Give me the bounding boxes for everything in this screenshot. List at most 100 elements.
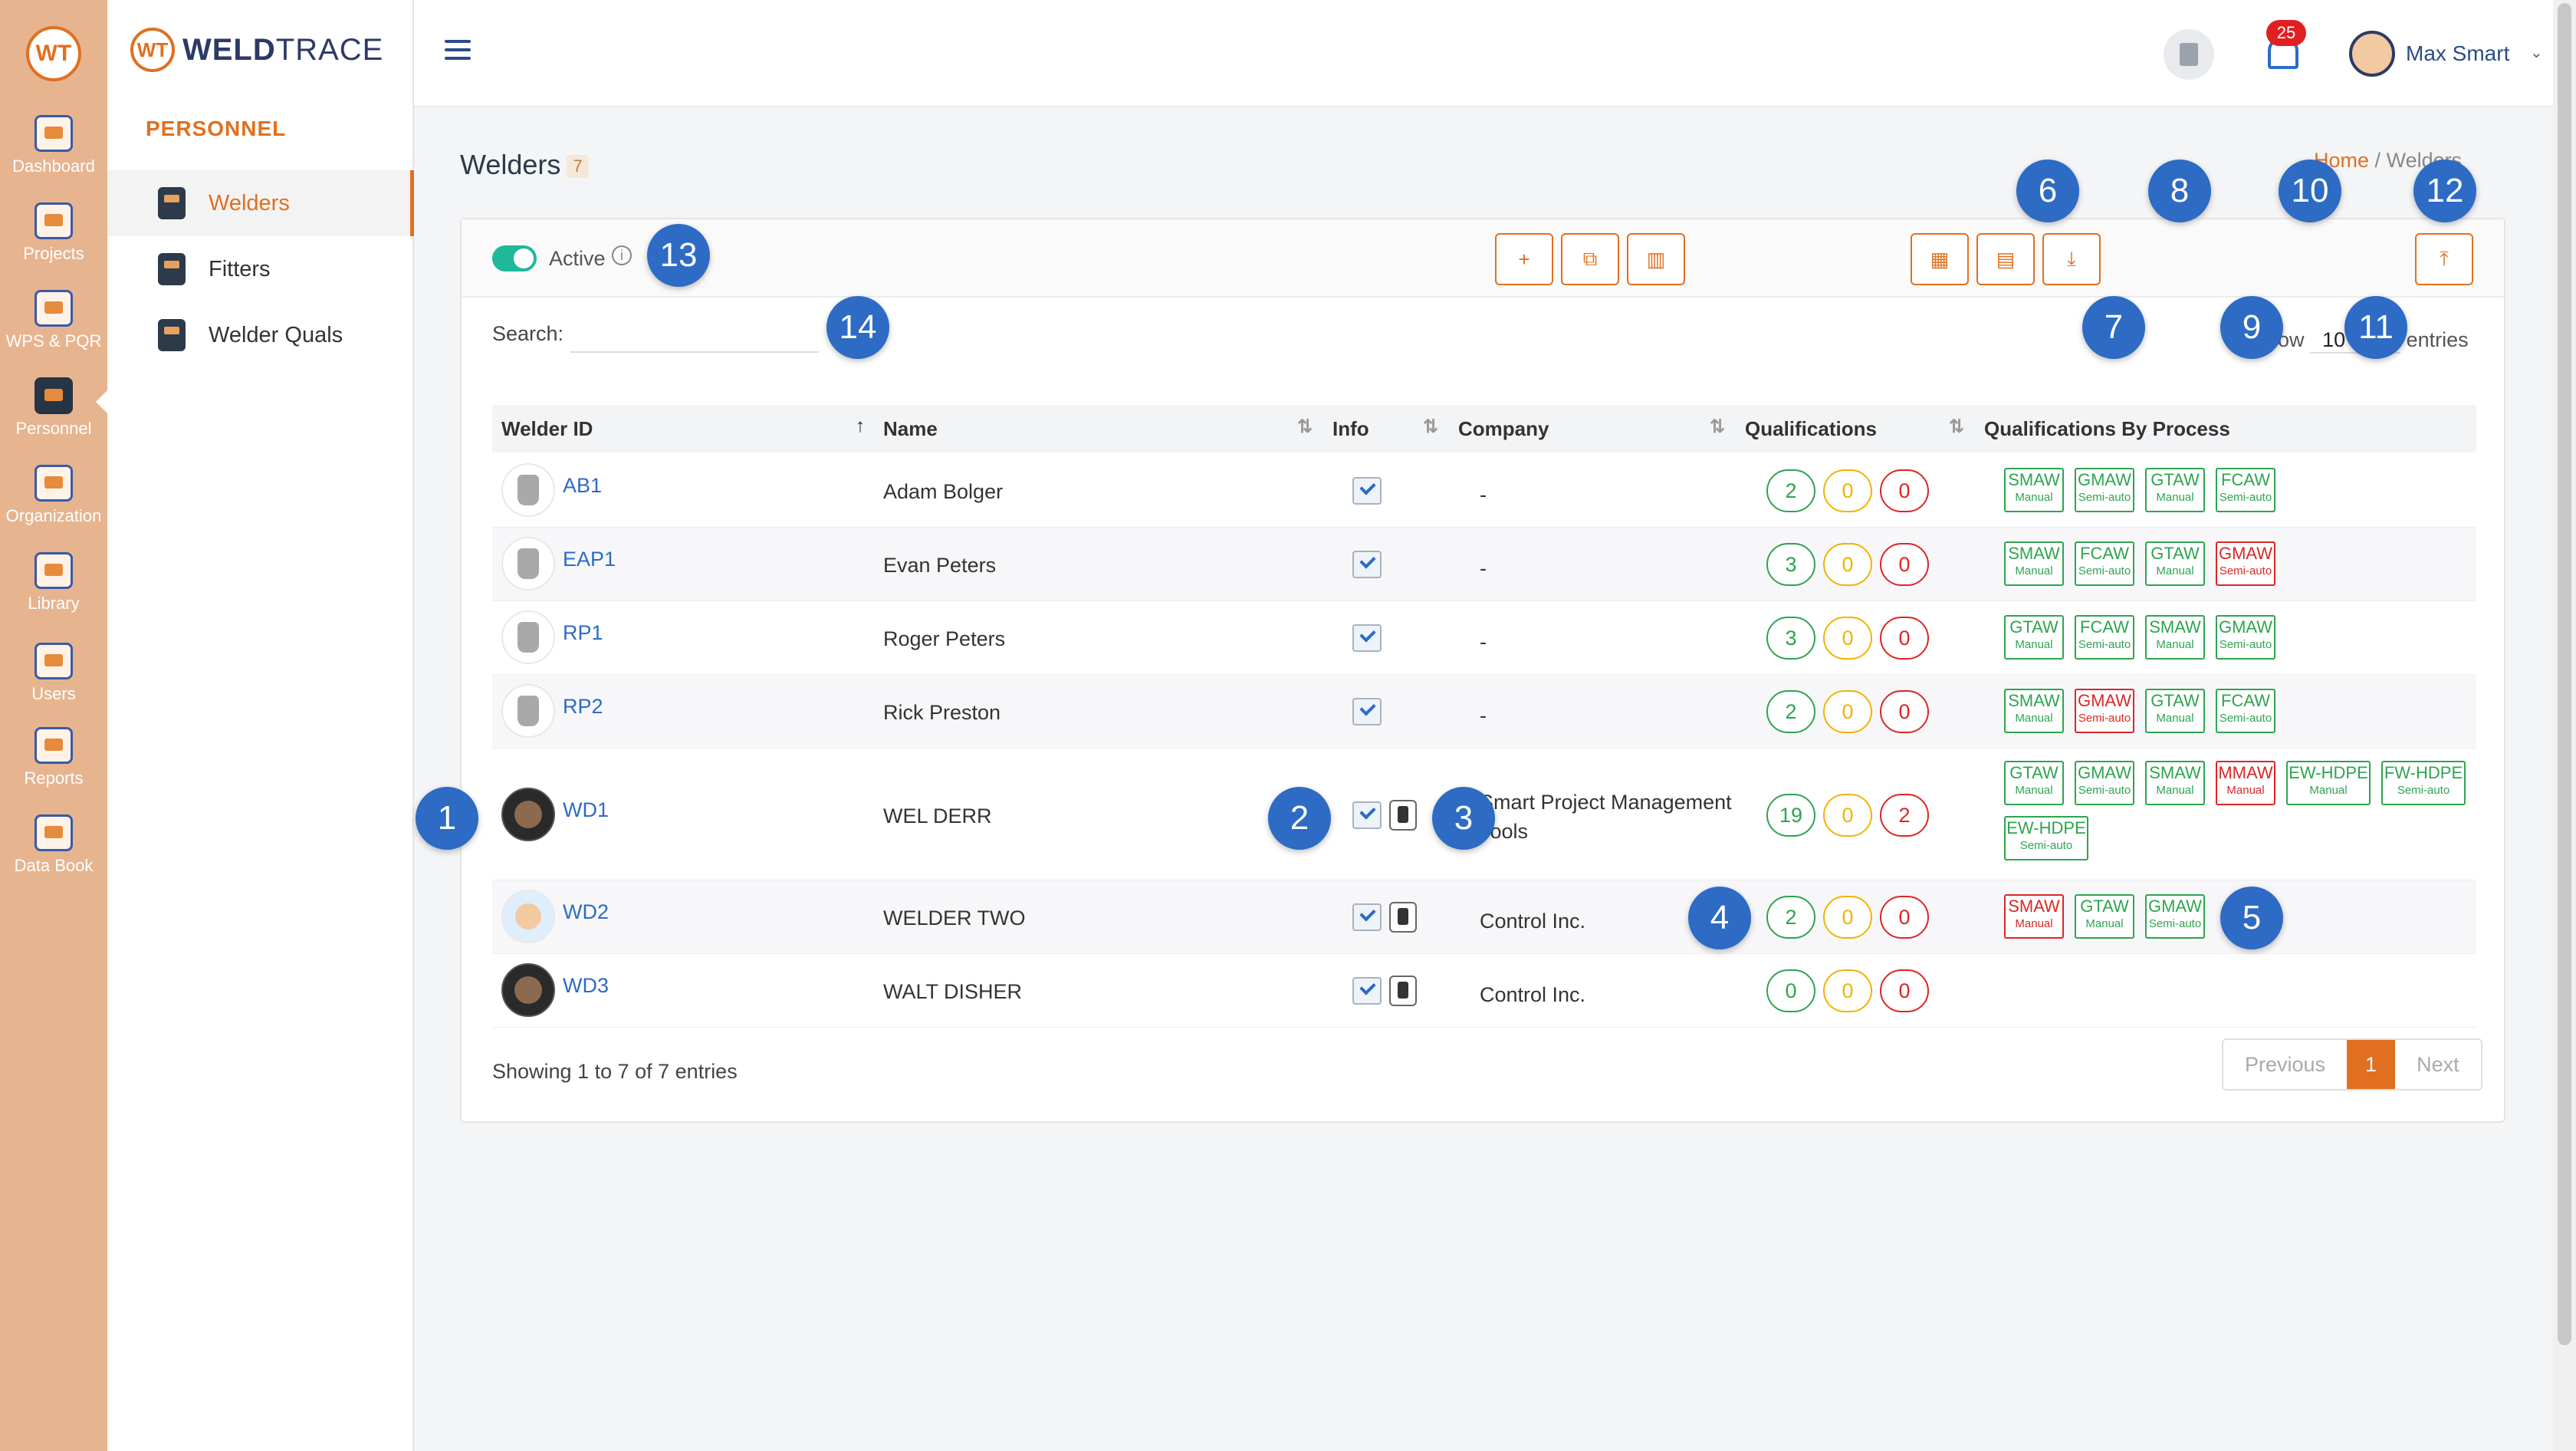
process-badge: SMAW Manual [2004, 689, 2064, 733]
annotation-marker-10: 10 [2279, 160, 2341, 222]
download-button[interactable]: ⤓ [2042, 233, 2101, 285]
info-checkbox-icon[interactable] [1352, 624, 1382, 652]
rail-label: Dashboard [12, 156, 95, 176]
process-name: FCAW [2080, 617, 2129, 637]
header-info[interactable]: Info [1332, 417, 1369, 440]
card-header: Active i + ⧉ ▥ ▦ ▤ ⤓ ⤒ [462, 219, 2504, 298]
copy-button[interactable]: ⧉ [1561, 233, 1619, 285]
rail-item-library[interactable]: Library [0, 552, 107, 614]
welder-id-link[interactable]: WD1 [563, 798, 609, 821]
welder-id-link[interactable]: WD3 [563, 974, 609, 997]
document-icon[interactable] [2164, 29, 2214, 80]
welder-profile-icon[interactable] [1389, 902, 1417, 933]
calendar-button[interactable]: ▦ [1911, 233, 1969, 285]
page-size-select[interactable]: 10 [2310, 328, 2401, 354]
dashboard-icon [34, 115, 73, 152]
annotation-marker-9: 9 [2220, 296, 2283, 359]
welder-id-link[interactable]: WD2 [563, 900, 609, 923]
header-name[interactable]: Name [883, 417, 938, 440]
qualified-count[interactable]: 2 [1766, 690, 1815, 733]
hamburger-menu-icon[interactable] [445, 40, 471, 61]
qualified-count[interactable]: 19 [1766, 794, 1815, 837]
next-button[interactable]: Next [2417, 1053, 2459, 1076]
pending-count[interactable]: 0 [1823, 617, 1872, 660]
process-mode: Semi-auto [2219, 712, 2272, 725]
previous-button[interactable]: Previous [2245, 1053, 2326, 1076]
header-company[interactable]: Company [1458, 417, 1549, 440]
process-name: GMAW [2077, 470, 2132, 489]
qualified-count[interactable]: 3 [1766, 543, 1815, 586]
subnav-item-fitters[interactable]: Fitters [107, 236, 414, 302]
info-checkbox-icon[interactable] [1352, 551, 1382, 578]
rail-item-dashboard[interactable]: Dashboard [0, 115, 107, 176]
active-toggle[interactable] [492, 245, 537, 271]
welder-id-link[interactable]: RP1 [563, 621, 603, 644]
info-checkbox-icon[interactable] [1352, 801, 1382, 829]
expired-count[interactable]: 0 [1880, 617, 1929, 660]
rail-item-wps-pqr[interactable]: WPS & PQR [0, 290, 107, 351]
annotation-marker-4: 4 [1688, 887, 1751, 949]
process-name: FW-HDPE [2384, 763, 2463, 782]
sort-icon[interactable]: ⇅ [1710, 416, 1726, 437]
rail-item-data-book[interactable]: Data Book [0, 814, 107, 876]
user-name[interactable]: Max Smart [2406, 41, 2510, 65]
qualified-count[interactable]: 0 [1766, 969, 1815, 1012]
app-logo-icon[interactable]: WT [26, 26, 81, 81]
organization-icon [34, 465, 73, 502]
pending-count[interactable]: 0 [1823, 896, 1872, 939]
chart-button[interactable]: ▥ [1627, 233, 1685, 285]
search-label: Search: [492, 322, 564, 345]
welder-avatar [501, 610, 555, 664]
expired-count[interactable]: 0 [1880, 896, 1929, 939]
subnav-item-welders[interactable]: Welders [107, 170, 414, 236]
expired-count[interactable]: 0 [1880, 690, 1929, 733]
sort-icon[interactable]: ⇅ [1297, 416, 1313, 437]
chevron-down-icon[interactable]: ⌄ [2530, 44, 2543, 61]
header-qualifications[interactable]: Qualifications [1745, 417, 1877, 440]
info-checkbox-icon[interactable] [1352, 477, 1382, 505]
header-welder-id[interactable]: Welder ID [501, 417, 593, 440]
info-icon[interactable]: i [612, 245, 632, 265]
pending-count[interactable]: 0 [1823, 794, 1872, 837]
table-row: WD2 WELDER TWO Control Inc. 2 0 0 SMAW Manual GT… [492, 880, 2476, 954]
welder-profile-icon[interactable] [1389, 800, 1417, 831]
welder-id-link[interactable]: EAP1 [563, 548, 616, 571]
info-checkbox-icon[interactable] [1352, 977, 1382, 1005]
search-input[interactable] [570, 310, 819, 353]
sort-icon[interactable]: ⇅ [1423, 416, 1439, 437]
info-checkbox-icon[interactable] [1352, 903, 1382, 931]
scrollbar[interactable] [2553, 0, 2576, 1451]
sort-icon[interactable]: ⇅ [1949, 416, 1965, 437]
process-name: SMAW [2008, 470, 2060, 489]
expired-count[interactable]: 0 [1880, 469, 1929, 512]
brand-logo[interactable]: WT WELDTRACE [130, 28, 383, 72]
info-checkbox-icon[interactable] [1352, 698, 1382, 726]
schedule-button[interactable]: ▤ [1976, 233, 2035, 285]
sort-asc-icon[interactable]: ↑ [856, 416, 865, 436]
welder-id-link[interactable]: RP2 [563, 695, 603, 718]
welder-id-link[interactable]: AB1 [563, 474, 603, 497]
pending-count[interactable]: 0 [1823, 543, 1872, 586]
rail-item-personnel[interactable]: Personnel [0, 377, 108, 439]
add-button[interactable]: + [1495, 233, 1553, 285]
user-avatar[interactable] [2349, 31, 2395, 77]
qualified-count[interactable]: 2 [1766, 896, 1815, 939]
expired-count[interactable]: 2 [1880, 794, 1929, 837]
rail-item-organization[interactable]: Organization [0, 465, 107, 526]
rail-item-users[interactable]: Users [0, 643, 107, 704]
pending-count[interactable]: 0 [1823, 469, 1872, 512]
qualified-count[interactable]: 3 [1766, 617, 1815, 660]
subnav-item-welder-quals[interactable]: Welder Quals [107, 302, 414, 368]
pending-count[interactable]: 0 [1823, 690, 1872, 733]
qualified-count[interactable]: 2 [1766, 469, 1815, 512]
expired-count[interactable]: 0 [1880, 969, 1929, 1012]
rail-item-reports[interactable]: Reports [0, 727, 107, 788]
upload-button[interactable]: ⤒ [2415, 233, 2473, 285]
pending-count[interactable]: 0 [1823, 969, 1872, 1012]
page-1-button[interactable]: 1 [2347, 1040, 2396, 1089]
process-badge: GMAW Semi-auto [2216, 615, 2275, 660]
welder-profile-icon[interactable] [1389, 976, 1417, 1006]
rail-item-projects[interactable]: Projects [0, 202, 107, 264]
welder-avatar [501, 890, 555, 943]
expired-count[interactable]: 0 [1880, 543, 1929, 586]
